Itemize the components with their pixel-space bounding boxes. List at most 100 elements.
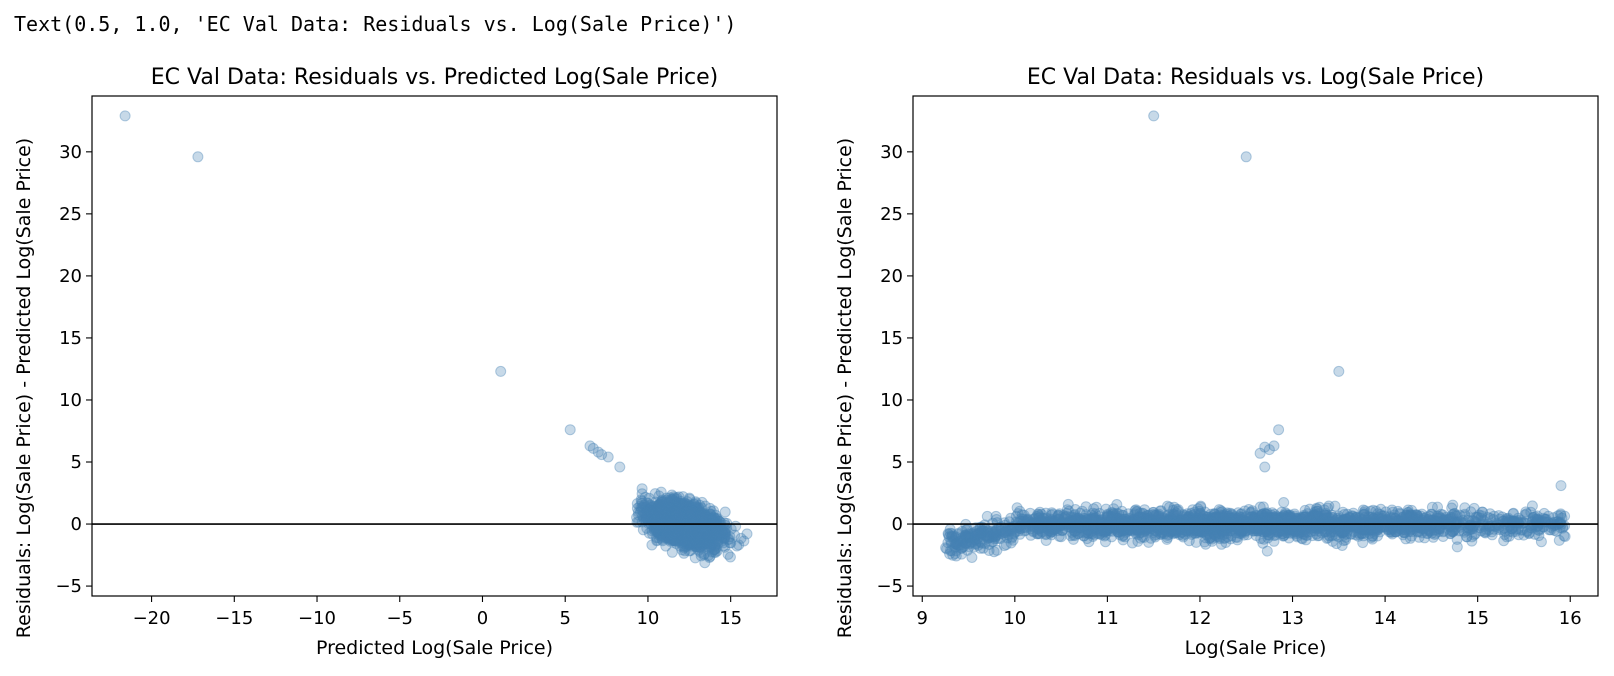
scatter-point — [678, 509, 690, 521]
scatter-point — [666, 527, 678, 539]
scatter-point — [671, 524, 683, 536]
scatter-point — [686, 525, 698, 537]
scatter-point — [681, 532, 693, 544]
scatter-point — [693, 536, 705, 548]
scatter-point — [673, 533, 685, 545]
scatter-point — [701, 525, 713, 537]
scatter-point — [678, 522, 689, 533]
scatter-point — [655, 525, 667, 537]
scatter-point — [699, 548, 710, 560]
scatter-point — [673, 511, 685, 522]
scatter-point — [724, 551, 736, 563]
outlier-point — [602, 451, 614, 463]
scatter-point — [698, 536, 710, 548]
scatter-point — [646, 525, 658, 537]
scatter-point — [687, 526, 699, 538]
scatter-point — [642, 510, 654, 522]
scatter-point — [667, 528, 678, 540]
scatter-point — [680, 528, 692, 540]
y-tick-label: 5 — [71, 452, 82, 473]
scatter-point — [692, 522, 704, 534]
scatter-point — [686, 509, 698, 521]
scatter-point — [637, 512, 649, 523]
scatter-point — [656, 522, 668, 534]
scatter-point — [687, 522, 699, 534]
scatter-point — [677, 503, 689, 515]
scatter-point — [660, 505, 672, 517]
scatter-point — [689, 552, 701, 564]
scatter-point — [648, 517, 660, 529]
scatter-point — [684, 526, 696, 538]
scatter-point — [720, 524, 732, 536]
scatter-point — [701, 522, 713, 534]
scatter-point — [696, 532, 708, 544]
scatter-point — [697, 514, 709, 526]
scatter-point — [677, 509, 689, 521]
scatter-point — [671, 511, 683, 523]
scatter-point — [671, 527, 683, 539]
scatter-point — [680, 526, 692, 537]
scatter-point — [657, 501, 669, 513]
scatter-point — [661, 499, 673, 511]
scatter-point — [670, 505, 682, 517]
scatter-point — [698, 522, 710, 534]
scatter-point — [670, 522, 682, 533]
scatter-point — [660, 519, 672, 531]
scatter-point — [667, 504, 679, 516]
scatter-point — [652, 509, 664, 521]
scatter-point — [694, 539, 706, 550]
scatter-point — [705, 528, 717, 540]
scatter-point — [667, 514, 679, 526]
y-tick-label: 20 — [59, 266, 82, 287]
scatter-point — [661, 506, 673, 518]
scatter-point — [706, 530, 718, 542]
scatter-point — [705, 530, 717, 542]
scatter-point — [677, 506, 689, 518]
scatter-point — [699, 516, 711, 528]
scatter-point — [680, 519, 692, 531]
scatter-point — [633, 509, 644, 521]
scatter-point — [646, 509, 658, 521]
scatter-point — [703, 550, 714, 561]
scatter-point — [643, 527, 655, 539]
scatter-point — [697, 526, 709, 538]
x-tick-label: −5 — [386, 608, 413, 629]
scatter-point — [679, 511, 691, 523]
scatter-point — [660, 506, 672, 518]
scatter-point — [651, 532, 662, 544]
scatter-point — [694, 541, 706, 553]
scatter-point — [682, 531, 694, 543]
scatter-point — [681, 505, 693, 517]
scatter-point — [684, 519, 696, 531]
scatter-point — [653, 506, 665, 518]
scatter-point — [676, 497, 688, 509]
scatter-point — [677, 515, 689, 526]
scatter-point — [680, 524, 692, 536]
scatter-point — [691, 511, 703, 523]
x-tick-label: 10 — [636, 608, 659, 629]
scatter-point — [683, 507, 695, 518]
scatter-point — [707, 537, 719, 549]
scatter-point — [696, 533, 708, 545]
scatter-point — [673, 510, 684, 522]
scatter-point — [690, 541, 702, 553]
scatter-point — [668, 491, 680, 503]
scatter-point — [667, 511, 679, 523]
scatter-point — [682, 505, 694, 517]
scatter-point — [694, 525, 706, 537]
scatter-point — [669, 510, 681, 522]
scatter-point — [687, 514, 699, 526]
scatter-point — [693, 526, 705, 538]
scatter-point — [660, 507, 672, 519]
scatter-point — [685, 506, 697, 518]
scatter-point — [686, 508, 698, 520]
scatter-point — [704, 529, 716, 541]
scatter-point — [699, 535, 711, 547]
scatter-point — [650, 524, 662, 536]
scatter-point — [675, 512, 687, 524]
scatter-point — [668, 506, 680, 518]
scatter-point — [684, 526, 696, 537]
scatter-point — [685, 525, 697, 537]
scatter-point — [663, 510, 675, 522]
